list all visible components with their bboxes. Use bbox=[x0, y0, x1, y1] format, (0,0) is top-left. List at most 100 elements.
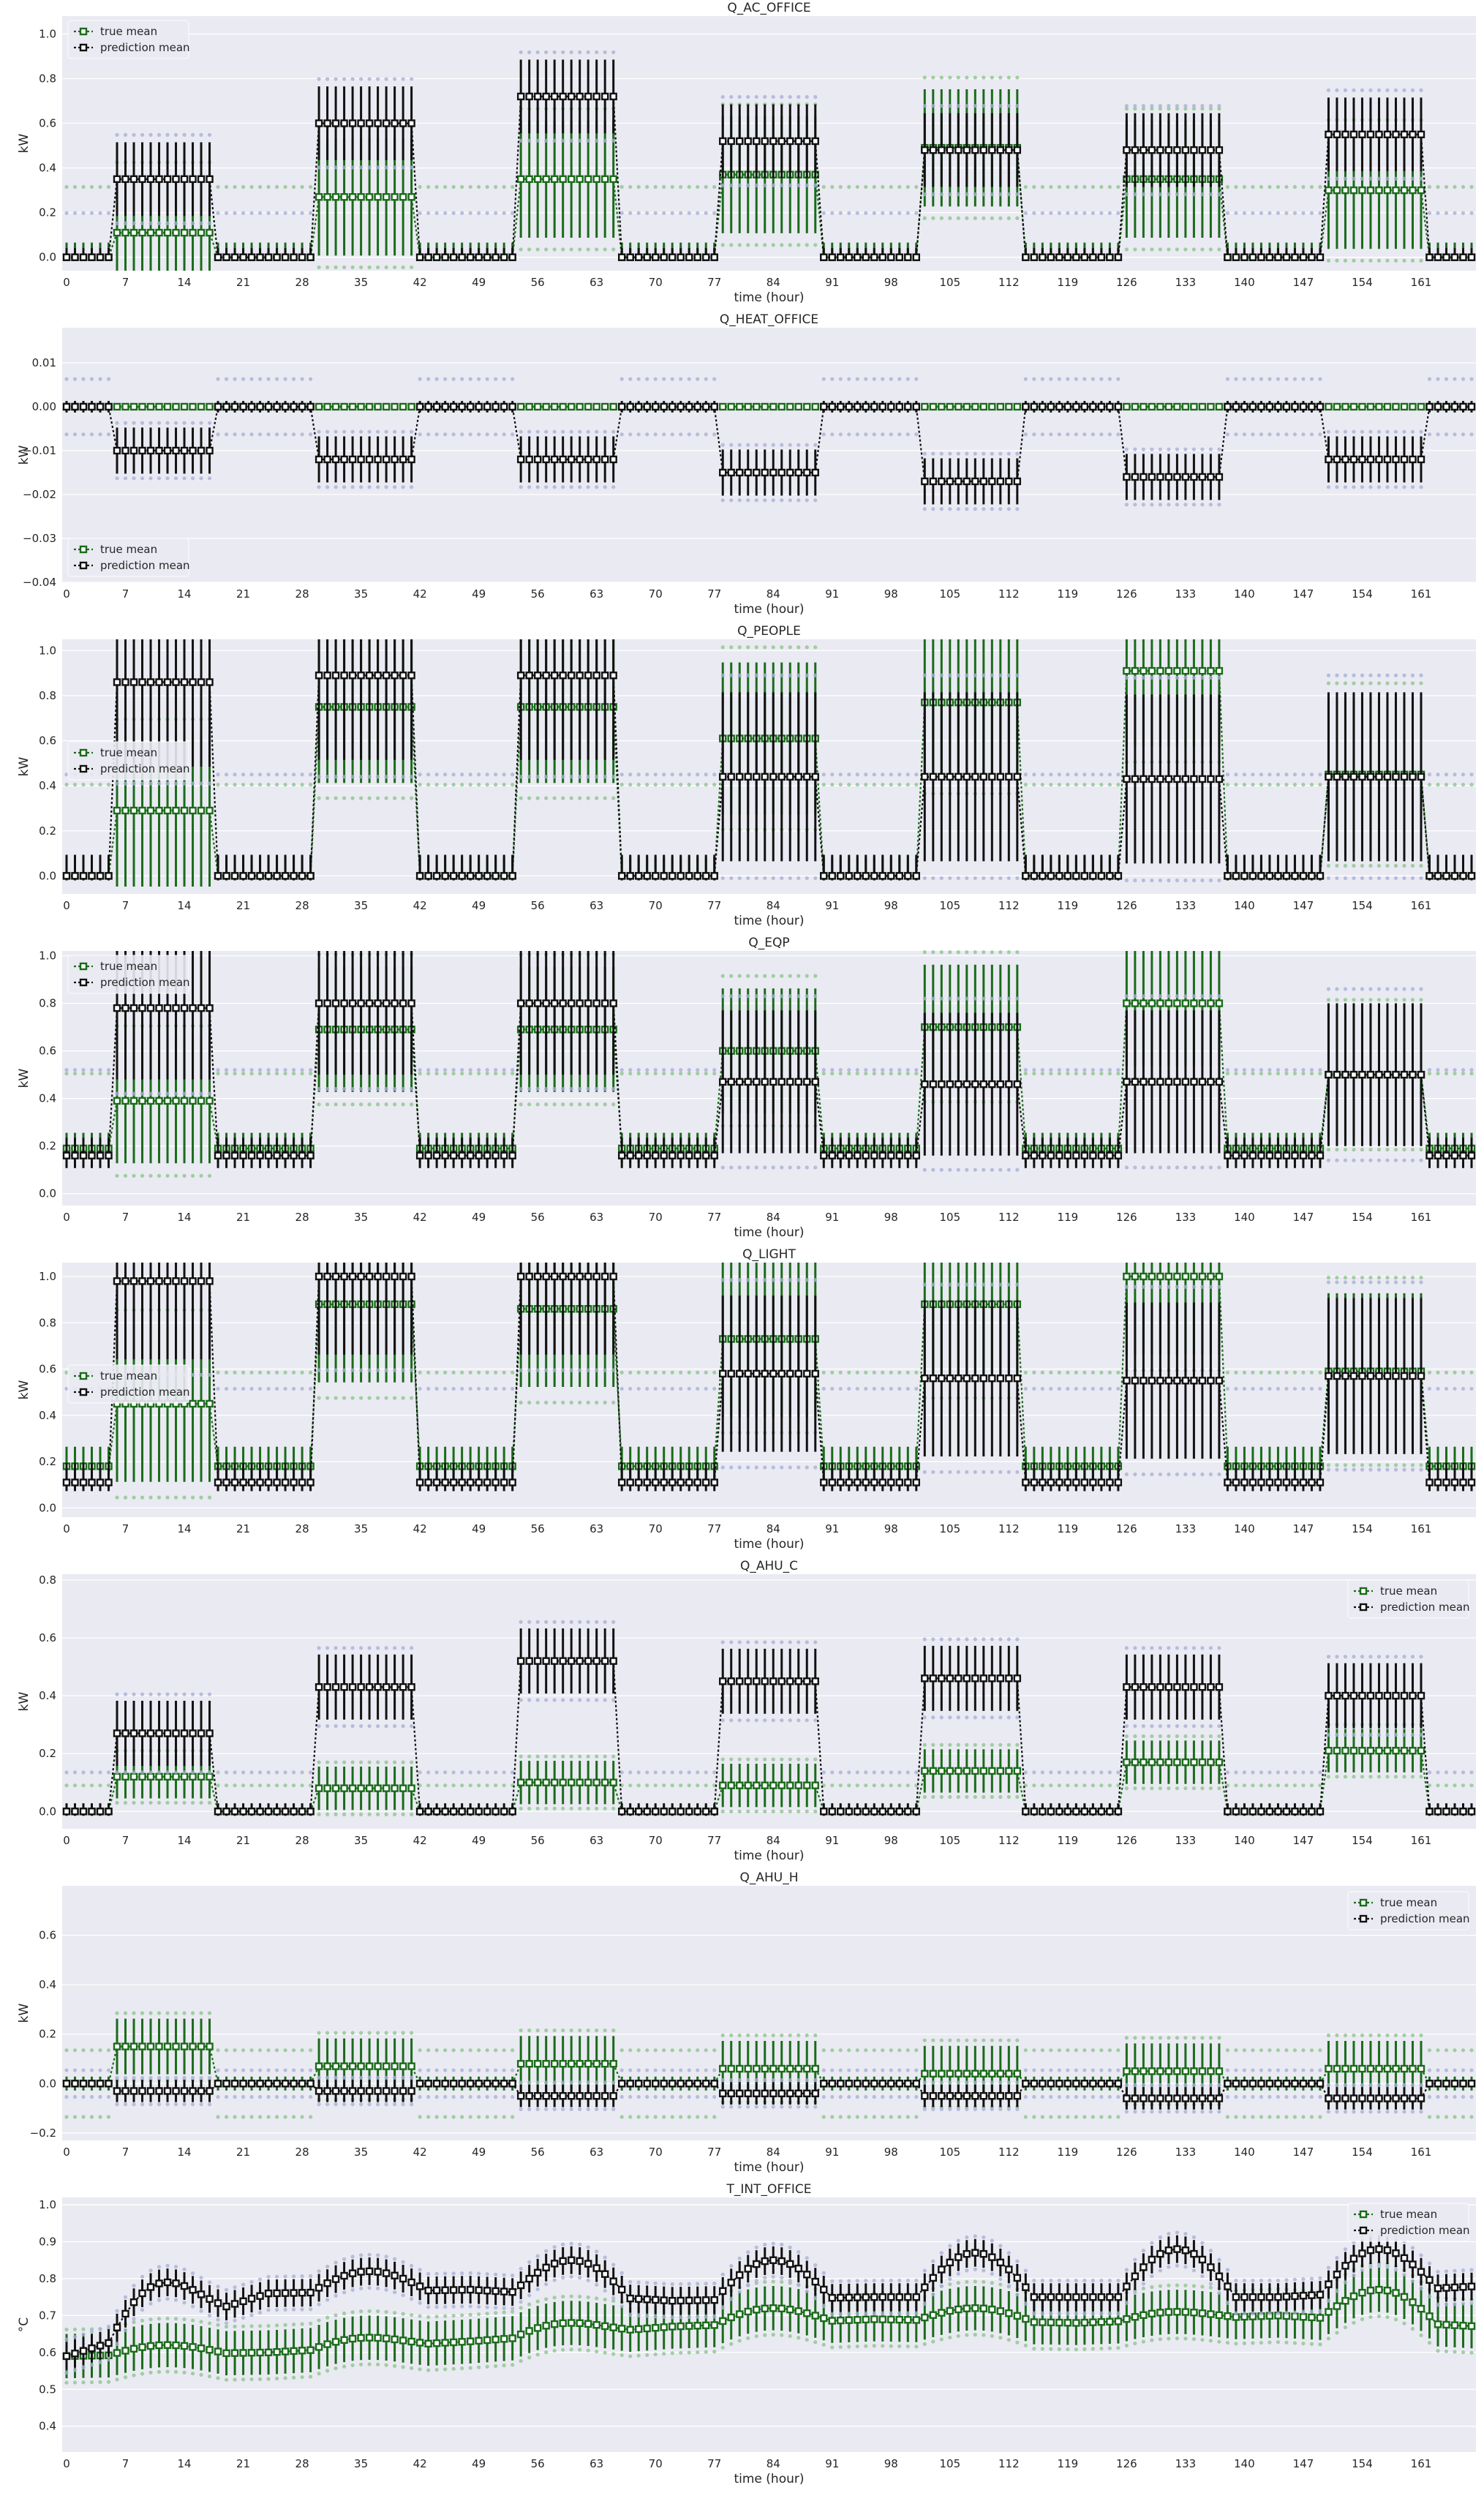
bound-dot bbox=[838, 184, 843, 189]
bound-dot bbox=[393, 265, 397, 270]
data-point bbox=[340, 455, 348, 464]
bound-dot bbox=[1301, 211, 1306, 215]
bound-dot bbox=[1343, 1463, 1348, 1467]
data-point bbox=[854, 872, 862, 880]
x-tick-label: 84 bbox=[767, 1211, 780, 1224]
bound-dot bbox=[897, 1370, 902, 1375]
bound-dot bbox=[342, 775, 347, 779]
bound-dot bbox=[511, 772, 515, 777]
data-point bbox=[1417, 186, 1425, 195]
bound-dot bbox=[190, 1173, 195, 1178]
bound-dot bbox=[1251, 1071, 1255, 1076]
bound-dot bbox=[847, 1071, 851, 1076]
data-point bbox=[777, 402, 786, 411]
data-point bbox=[1173, 666, 1181, 675]
data-point bbox=[113, 228, 121, 237]
bound-dot bbox=[393, 1102, 397, 1107]
data-point bbox=[996, 402, 1005, 411]
bound-dot bbox=[1419, 998, 1423, 1002]
data-point bbox=[1181, 1272, 1190, 1281]
data-point bbox=[1164, 999, 1173, 1007]
data-point bbox=[1366, 1070, 1375, 1079]
data-point bbox=[668, 402, 677, 411]
bound-dot bbox=[1385, 88, 1390, 92]
data-point bbox=[323, 193, 331, 201]
data-point bbox=[391, 455, 399, 464]
data-point bbox=[1392, 186, 1400, 195]
data-point bbox=[508, 253, 516, 261]
legend-label-true: true mean bbox=[100, 25, 157, 38]
data-point bbox=[1459, 253, 1467, 261]
data-point bbox=[533, 402, 542, 411]
data-point bbox=[121, 228, 129, 237]
x-tick-label: 49 bbox=[472, 1211, 486, 1224]
bound-dot bbox=[460, 772, 464, 777]
bound-dot bbox=[780, 498, 784, 503]
data-point bbox=[652, 1151, 660, 1159]
bound-dot bbox=[729, 94, 734, 99]
bound-dot bbox=[434, 772, 439, 777]
bound-dot bbox=[367, 429, 372, 434]
bound-dot bbox=[325, 775, 330, 779]
bound-dot bbox=[308, 377, 313, 381]
bound-dot bbox=[418, 184, 422, 189]
bound-dot bbox=[1335, 987, 1339, 991]
bound-dot bbox=[653, 1370, 658, 1375]
bound-dot bbox=[1141, 675, 1145, 680]
x-tick-label: 91 bbox=[825, 899, 839, 912]
bound-dot bbox=[720, 994, 725, 999]
bound-dot bbox=[1082, 783, 1087, 787]
bound-dot bbox=[746, 183, 750, 187]
bound-dot bbox=[1074, 1068, 1078, 1072]
bound-dot bbox=[266, 211, 271, 215]
data-point bbox=[617, 1151, 626, 1159]
bound-dot bbox=[1393, 876, 1398, 881]
bound-dot bbox=[847, 211, 851, 215]
bound-dot bbox=[1057, 184, 1061, 189]
data-point bbox=[1467, 872, 1476, 880]
data-point bbox=[331, 402, 340, 411]
bound-dot bbox=[1292, 1370, 1297, 1375]
bound-dot bbox=[64, 211, 69, 215]
bound-dot bbox=[763, 994, 767, 999]
bound-dot bbox=[1410, 1463, 1415, 1467]
data-point bbox=[1190, 146, 1198, 154]
data-point bbox=[895, 402, 903, 411]
bound-dot bbox=[1292, 432, 1297, 437]
bound-dot bbox=[376, 265, 380, 270]
plot-area bbox=[62, 639, 1476, 894]
bound-dot bbox=[687, 211, 691, 215]
bound-dot bbox=[426, 783, 431, 787]
bound-dot bbox=[1141, 503, 1145, 507]
bound-dot bbox=[982, 216, 986, 220]
data-point bbox=[1140, 402, 1148, 411]
bound-dot bbox=[712, 772, 717, 777]
bound-dot bbox=[973, 104, 977, 108]
data-point bbox=[113, 1004, 121, 1012]
bound-dot bbox=[325, 485, 330, 489]
x-tick-label: 21 bbox=[236, 1522, 250, 1535]
bound-dot bbox=[1074, 184, 1078, 189]
bound-dot bbox=[89, 184, 94, 189]
data-point bbox=[449, 253, 458, 261]
bound-dot bbox=[1393, 681, 1398, 685]
data-point bbox=[1215, 1078, 1224, 1086]
bound-dot bbox=[872, 1370, 876, 1375]
data-point bbox=[163, 1004, 172, 1012]
data-point bbox=[845, 1151, 853, 1159]
data-point bbox=[340, 402, 348, 411]
bound-dot bbox=[123, 1091, 128, 1096]
bound-dot bbox=[662, 783, 666, 787]
data-point bbox=[290, 1151, 298, 1159]
x-tick-label: 7 bbox=[122, 276, 129, 289]
data-point bbox=[79, 253, 88, 261]
data-point bbox=[550, 672, 559, 680]
bound-dot bbox=[249, 1071, 254, 1076]
data-point bbox=[391, 999, 399, 1007]
bound-dot bbox=[1242, 184, 1247, 189]
bound-dot bbox=[922, 216, 927, 220]
data-point bbox=[1257, 1151, 1265, 1159]
bound-dot bbox=[190, 1091, 195, 1096]
data-point bbox=[357, 402, 365, 411]
